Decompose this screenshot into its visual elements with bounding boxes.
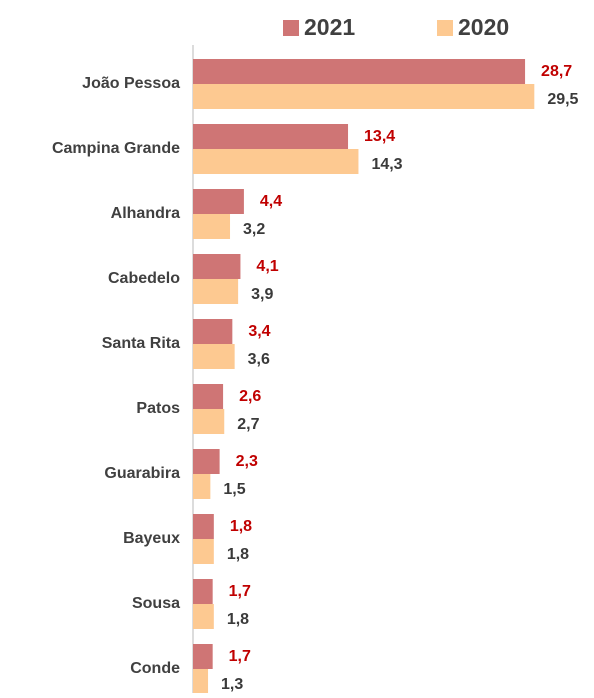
category-label: Sousa	[132, 595, 180, 612]
bar	[193, 124, 349, 149]
bar	[193, 644, 213, 669]
category-label: Campina Grande	[52, 140, 180, 157]
bar	[193, 279, 239, 304]
bar	[193, 604, 214, 629]
bar	[193, 59, 526, 84]
bar	[193, 319, 233, 344]
bar	[193, 149, 359, 174]
category-label: Bayeux	[123, 530, 180, 547]
value-label: 2,3	[236, 453, 258, 470]
value-label: 1,3	[221, 676, 243, 693]
category-label: Cabedelo	[108, 270, 180, 287]
value-label: 28,7	[541, 63, 572, 80]
bar	[193, 344, 235, 369]
value-label: 3,9	[251, 286, 273, 303]
value-label: 1,7	[229, 648, 251, 665]
value-label: 13,4	[364, 128, 395, 145]
value-label: 14,3	[371, 156, 402, 173]
legend-swatch	[437, 20, 453, 36]
value-label: 4,1	[256, 258, 278, 275]
value-label: 2,7	[237, 416, 259, 433]
value-label: 3,4	[248, 323, 270, 340]
category-label: Guarabira	[104, 465, 180, 482]
bar	[193, 409, 225, 434]
value-label: 3,6	[248, 351, 270, 368]
value-label: 29,5	[547, 91, 578, 108]
legend-label: 2021	[304, 14, 355, 40]
category-label: Conde	[130, 660, 180, 677]
value-label: 1,8	[227, 546, 249, 563]
category-label: Santa Rita	[102, 335, 180, 352]
value-label: 1,7	[229, 583, 251, 600]
bar	[193, 669, 209, 694]
bar	[193, 474, 211, 499]
value-label: 1,5	[223, 481, 245, 498]
legend-swatch	[283, 20, 299, 36]
bar	[193, 254, 241, 279]
bar	[193, 214, 231, 239]
category-label: Patos	[136, 400, 180, 417]
category-label: João Pessoa	[82, 75, 180, 92]
bar	[193, 514, 214, 539]
bar	[193, 579, 213, 604]
bar	[193, 449, 220, 474]
value-label: 1,8	[230, 518, 252, 535]
value-label: 4,4	[260, 193, 282, 210]
bar	[193, 384, 224, 409]
bar	[193, 84, 535, 109]
legend-label: 2020	[458, 14, 509, 40]
bar	[193, 539, 214, 564]
bar	[193, 189, 244, 214]
value-label: 3,2	[243, 221, 265, 238]
value-label: 1,8	[227, 611, 249, 628]
category-label: Alhandra	[111, 205, 180, 222]
value-label: 2,6	[239, 388, 261, 405]
